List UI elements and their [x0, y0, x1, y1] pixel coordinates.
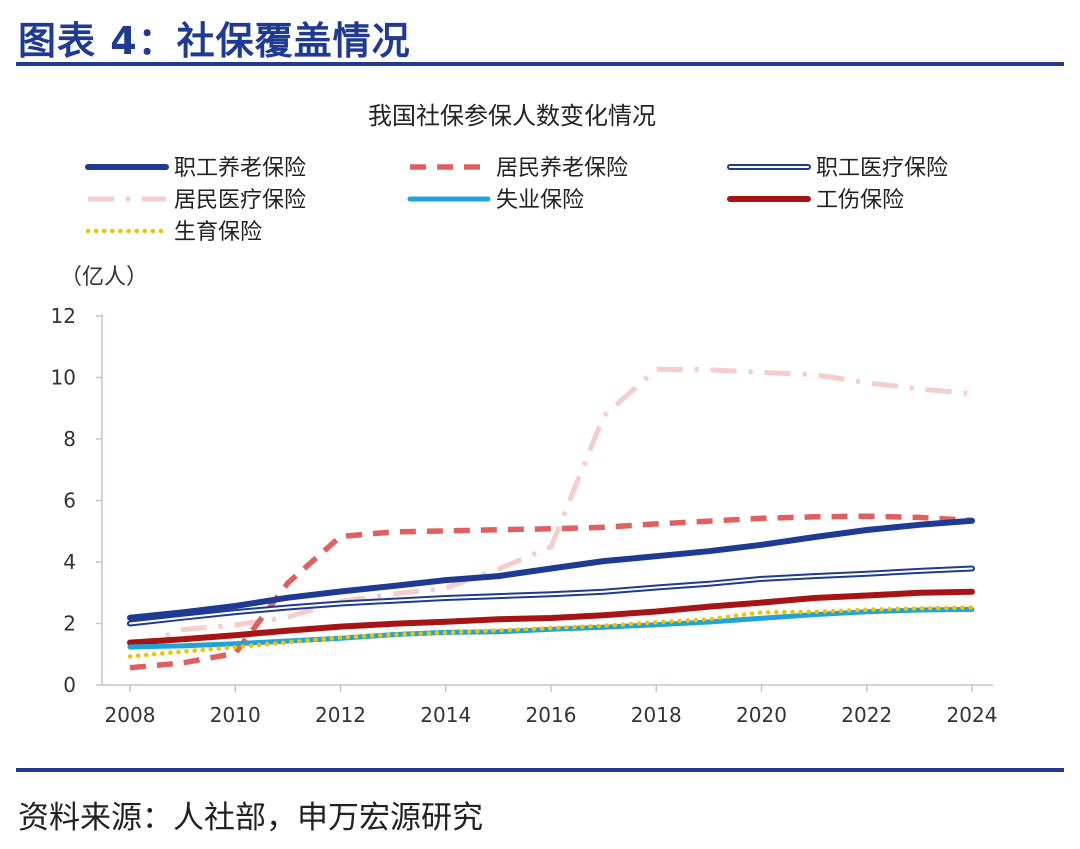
x-tick-label: 2020: [736, 703, 787, 727]
series-line: [127, 588, 975, 646]
legend-label: 居民医疗保险: [174, 188, 306, 213]
legend-item: 失业保险: [407, 188, 584, 213]
x-tick-label: 2018: [631, 703, 682, 727]
series-line-inner: [129, 567, 973, 625]
x-tick-label: 2012: [315, 703, 366, 727]
y-tick-label: 2: [63, 612, 76, 636]
y-tick-label: 10: [51, 366, 76, 390]
series-1: [127, 517, 975, 621]
legend-item: 职工养老保险: [85, 156, 306, 181]
source-divider: [16, 768, 1064, 772]
series-line: [129, 366, 973, 652]
axes: 0 2 4 6 8 10 12 2008 2010 2012 2014 2016 2018 2020 202…: [51, 304, 998, 727]
legend-label: 职工养老保险: [174, 156, 306, 181]
x-tick-label: 2008: [105, 703, 156, 727]
x-tick-label: 2014: [420, 703, 471, 727]
legend-item: 居民医疗保险: [88, 188, 306, 213]
series-line: [127, 605, 975, 659]
legend-item: 生育保险: [85, 220, 262, 245]
legend-label: 工伤保险: [816, 188, 904, 213]
x-tick-label: 2022: [841, 703, 892, 727]
legend-label: 职工医疗保险: [816, 156, 948, 181]
x-tick-label: 2016: [526, 703, 577, 727]
series-layer: [127, 366, 975, 671]
series-6: [127, 588, 975, 646]
legend-item: 工伤保险: [727, 188, 904, 213]
y-tick-label: 8: [63, 427, 76, 451]
source-note: 资料来源：人社部，申万宏源研究: [18, 800, 483, 836]
legend-label: 生育保险: [174, 220, 262, 245]
chart-title: 我国社保参保人数变化情况: [368, 102, 656, 130]
series-3: [127, 565, 975, 627]
y-axis-label: （亿人）: [60, 265, 148, 290]
y-tick-label: 6: [63, 489, 76, 513]
y-tick-label: 12: [51, 304, 76, 328]
x-tick-label: 2024: [947, 703, 998, 727]
figure-title: 图表 4：社保覆盖情况: [18, 19, 411, 63]
y-tick-label: 4: [63, 550, 76, 574]
series-line: [127, 517, 975, 621]
series-7: [127, 605, 975, 659]
x-tick-label: 2010: [210, 703, 261, 727]
legend-item: 居民养老保险: [410, 156, 628, 181]
legend-label: 失业保险: [496, 188, 584, 213]
legend-item: 职工医疗保险: [727, 156, 948, 181]
title-divider: [16, 62, 1064, 66]
legend-label: 居民养老保险: [496, 156, 628, 181]
series-4: [129, 366, 973, 652]
y-tick-label: 0: [63, 673, 76, 697]
